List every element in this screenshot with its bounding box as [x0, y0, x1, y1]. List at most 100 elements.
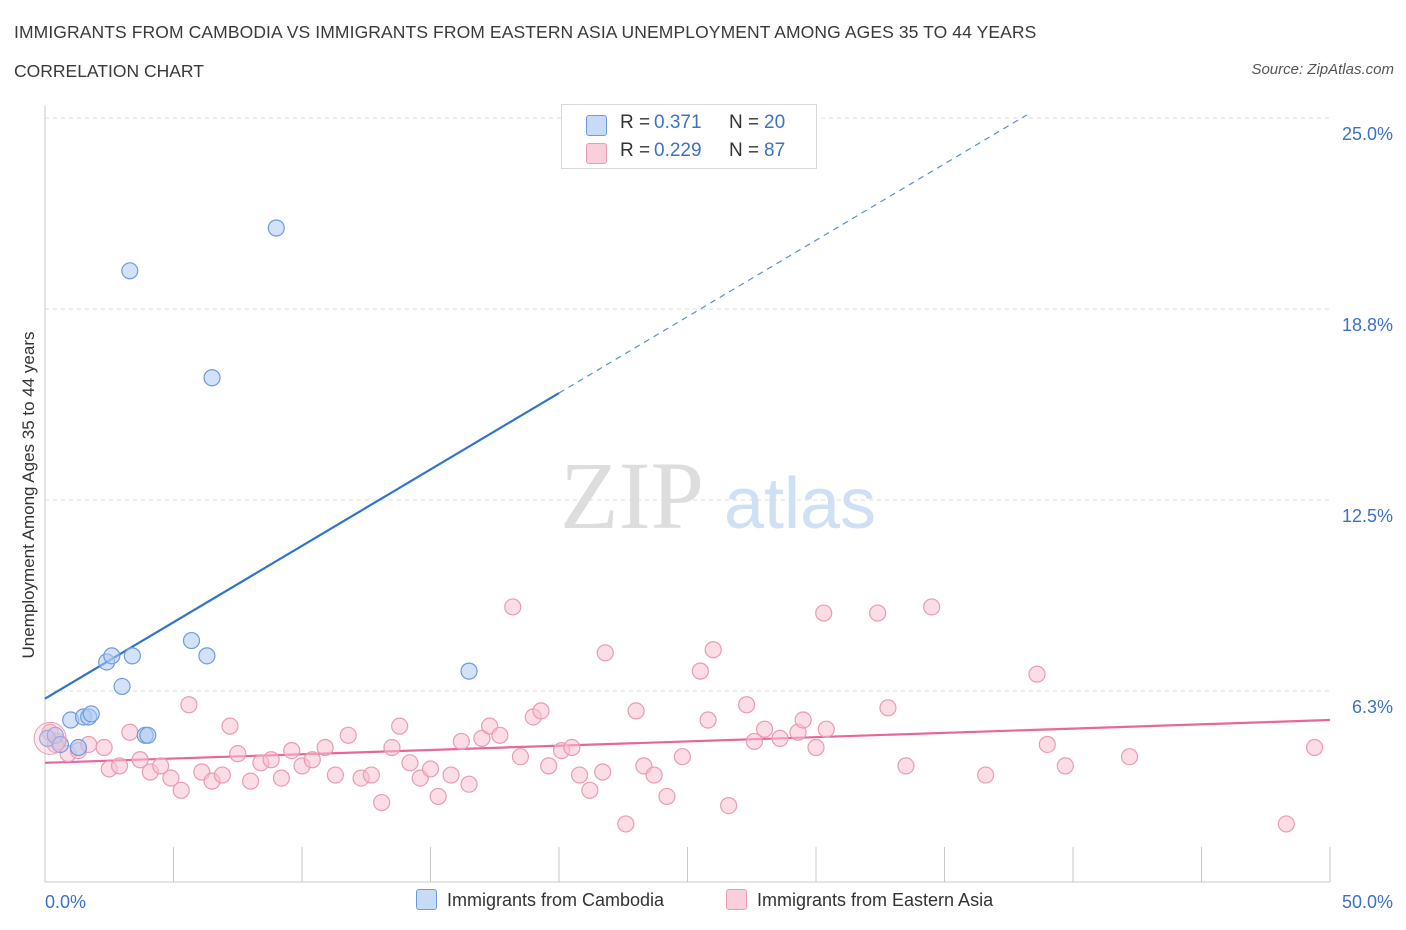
legend-r-label: R = [620, 140, 651, 161]
eastern-asia-point [213, 766, 231, 784]
eastern-asia-point [815, 604, 833, 622]
eastern-asia-point [303, 751, 321, 769]
y-axis-label: Unemployment Among Ages 35 to 44 years [19, 331, 38, 659]
eastern-asia-point [326, 766, 345, 784]
eastern-asia-point [1038, 735, 1056, 754]
bottom-legend-eastern-asia: Immigrants from Eastern Asia [726, 889, 993, 911]
bottom-legend-label-eastern-asia: Immigrants from Eastern Asia [757, 890, 994, 910]
eastern-asia-point [460, 775, 478, 793]
eastern-asia-point [977, 766, 995, 784]
eastern-asia-point [771, 729, 789, 747]
cambodia-point [182, 631, 201, 650]
eastern-asia-point [673, 748, 691, 766]
eastern-asia-point [755, 720, 774, 738]
legend-swatch-cambodia [586, 115, 607, 136]
eastern-asia-point [504, 598, 522, 616]
eastern-asia-point [511, 748, 530, 766]
eastern-asia-point [738, 696, 756, 714]
eastern-asia-point [442, 766, 460, 784]
cambodia-point [51, 735, 70, 754]
watermark-zip: ZIP [560, 442, 704, 549]
trend-layer [44, 114, 1331, 764]
tick-label-layer: 6.3% 12.5% 18.8% 25.0% 0.0% 50.0% [45, 124, 1393, 912]
eastern-asia-point [33, 721, 67, 755]
eastern-asia-point [162, 769, 180, 787]
eastern-asia-point [879, 699, 897, 717]
eastern-asia-point [421, 760, 440, 778]
cambodia-point [69, 738, 88, 757]
eastern-asia-point [691, 662, 709, 680]
eastern-asia-point [401, 754, 419, 772]
eastern-asia-point [745, 732, 763, 751]
legend-r-label: R = [620, 112, 651, 133]
watermark: ZIP atlas [560, 442, 876, 549]
watermark-atlas: atlas [724, 464, 876, 544]
legend-swatch-eastern-asia [586, 143, 607, 164]
eastern-asia-point [172, 781, 190, 799]
eastern-asia-point [1028, 665, 1046, 683]
eastern-asia-point [1305, 738, 1324, 757]
eastern-asia-point [627, 702, 645, 720]
eastern-asia-point [221, 717, 239, 735]
legend-n-label: N = [729, 140, 760, 161]
eastern-asia-point [180, 696, 198, 714]
points-layer [33, 219, 1324, 833]
bottom-legend-swatch-eastern-asia [726, 889, 747, 910]
cambodia-point [121, 262, 139, 280]
eastern-asia-point [95, 738, 113, 757]
legend-r-value: 0.371 [654, 112, 702, 133]
eastern-asia-point [339, 726, 357, 744]
eastern-asia-point [563, 738, 581, 757]
eastern-asia-point [429, 787, 447, 806]
eastern-asia-point [121, 723, 139, 741]
chart-subtitle: CORRELATION CHART [14, 61, 204, 81]
eastern-asia-point [581, 781, 599, 799]
stats-legend: R = 0.371 N = 20 R = 0.229 N = 87 [561, 104, 817, 169]
eastern-asia-point [1056, 757, 1074, 775]
source-credit: Source: ZipAtlas.com [1251, 61, 1394, 78]
cambodia-point [139, 726, 157, 744]
eastern-asia-point [391, 717, 409, 735]
eastern-asia-point [152, 757, 170, 775]
x-tick-label: 0.0% [45, 892, 86, 912]
cambodia-trend-extension [558, 114, 1028, 394]
y-tick-label: 6.3% [1352, 697, 1393, 717]
eastern-asia-point [594, 763, 612, 781]
y-tick-label: 25.0% [1342, 124, 1393, 144]
grid-layer [45, 117, 1330, 692]
legend-n-value: 20 [764, 112, 786, 133]
eastern-asia-point [570, 766, 589, 784]
eastern-asia-point [242, 772, 260, 790]
eastern-asia-point [452, 732, 470, 751]
cambodia-point [460, 662, 478, 680]
chart-title: IMMIGRANTS FROM CAMBODIA VS IMMIGRANTS F… [14, 22, 1037, 42]
eastern-asia-point [110, 757, 129, 775]
eastern-asia-point [1277, 815, 1295, 833]
cambodia-point [203, 369, 221, 387]
eastern-asia-point [645, 766, 663, 784]
legend-r-value: 0.229 [654, 140, 702, 161]
cambodia-point [198, 647, 216, 665]
cambodia-point [103, 647, 121, 665]
legend-n-value: 87 [764, 140, 786, 161]
axis-layer [44, 106, 1331, 883]
bottom-legend-swatch-cambodia [416, 889, 437, 910]
eastern-asia-point [540, 757, 558, 775]
cambodia-trend-line [44, 392, 560, 700]
eastern-asia-point [262, 751, 280, 769]
eastern-asia-point [283, 741, 301, 760]
eastern-asia-point [491, 726, 509, 744]
eastern-asia-point [704, 641, 722, 659]
eastern-asia-point [316, 738, 334, 757]
eastern-asia-point [1120, 748, 1139, 766]
eastern-asia-point [869, 604, 887, 622]
x-tick-label: 50.0% [1342, 892, 1393, 912]
cambodia-point [82, 705, 100, 723]
eastern-asia-point [897, 757, 915, 775]
y-tick-label: 12.5% [1342, 506, 1393, 526]
y-tick-label: 18.8% [1342, 315, 1393, 335]
eastern-asia-point [373, 793, 391, 812]
eastern-asia-point [807, 738, 825, 757]
legend-n-label: N = [729, 112, 760, 133]
